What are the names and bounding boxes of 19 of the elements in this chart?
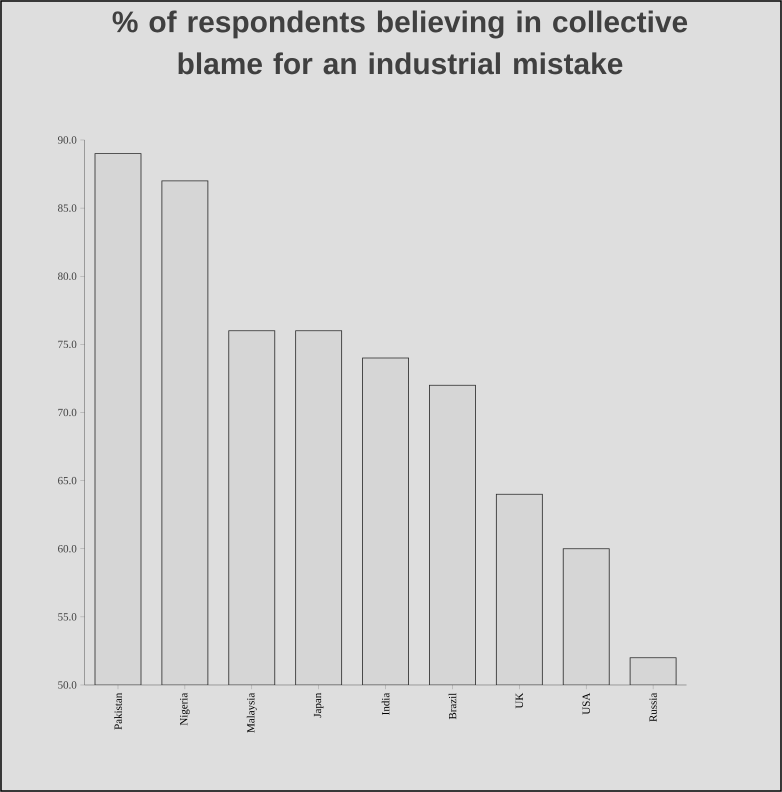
y-tick-label: 60.0 [58, 545, 76, 552]
x-tick-label: Russia [649, 692, 657, 722]
x-tick-label: India [382, 692, 390, 715]
y-tick-label: 50.0 [58, 681, 76, 689]
x-tick-label: Pakistan [114, 692, 122, 730]
x-tick-label: USA [582, 692, 590, 714]
y-tick-label: 85.0 [58, 204, 76, 212]
x-tick-label: UK [516, 692, 523, 708]
y-tick-label: 70.0 [58, 408, 76, 416]
y-tick-label: 65.0 [58, 476, 76, 484]
x-tick-label: Japan [314, 692, 324, 718]
x-tick-label: Malaysia [246, 692, 257, 733]
x-tick-label: Brazil [448, 692, 456, 720]
chart-title: % of respondents believing in collective blame for an industrial mistake [112, 10, 688, 74]
y-tick-label: 75.0 [58, 340, 76, 348]
y-tick-label: 55.0 [58, 613, 76, 621]
y-tick-label: 80.0 [58, 272, 76, 280]
x-tick-label: Nigeria [180, 692, 190, 726]
y-tick-label: 90.0 [58, 136, 76, 144]
